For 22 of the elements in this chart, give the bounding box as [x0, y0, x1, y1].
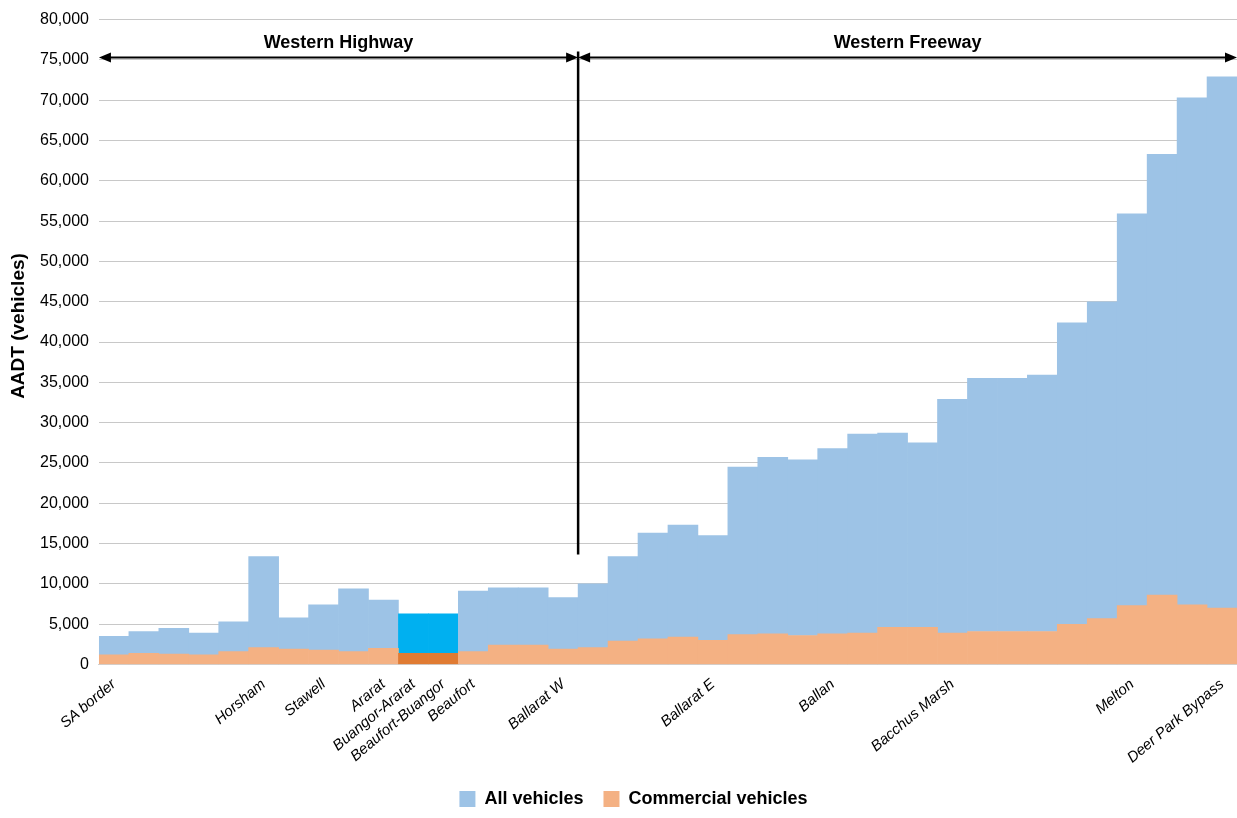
y-tick-label: 35,000 — [40, 372, 90, 390]
y-tick-label: 5,000 — [48, 614, 90, 632]
y-tick-label: 45,000 — [40, 292, 90, 310]
y-tick-label: 40,000 — [40, 332, 90, 350]
legend-label: Commercial vehicles — [628, 787, 808, 808]
annotation: Western Freeway — [833, 31, 982, 53]
y-tick-label: 75,000 — [40, 50, 90, 68]
y-tick-label: 10,000 — [40, 574, 90, 592]
y-tick-label: 70,000 — [40, 90, 90, 108]
y-tick-label: 15,000 — [40, 534, 90, 551]
y-axis-title: AADT (vehicles) — [7, 252, 29, 401]
y-tick-label: 50,000 — [40, 251, 90, 269]
y-tick-label: 80,000 — [40, 10, 90, 28]
y-tick-label: 25,000 — [40, 453, 90, 471]
y-tick-label: 60,000 — [40, 171, 90, 189]
y-tick-label: 65,000 — [40, 130, 90, 148]
annotation: Western Highway — [263, 31, 414, 53]
y-tick-label: 30,000 — [40, 413, 90, 431]
y-tick-label: 55,000 — [40, 211, 90, 229]
y-tick-label: 0 — [80, 654, 90, 672]
legend-label: All vehicles — [484, 787, 584, 808]
y-tick-label: 20,000 — [40, 493, 90, 511]
